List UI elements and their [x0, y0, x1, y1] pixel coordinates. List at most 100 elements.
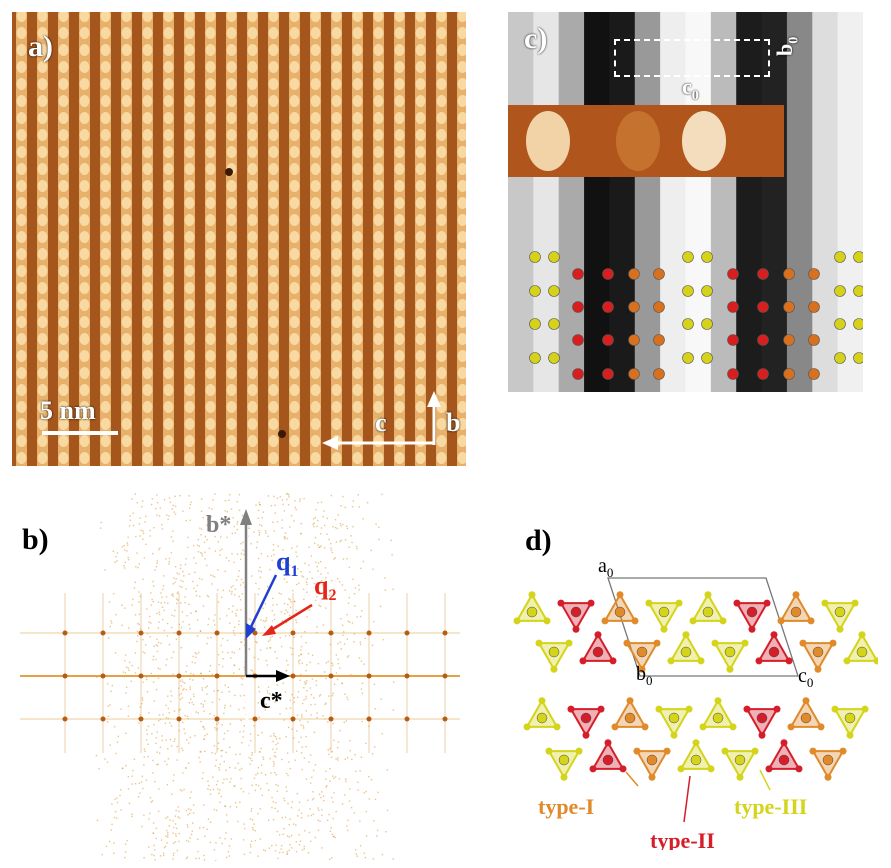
stm-spot: [37, 129, 48, 141]
fft-noise: [273, 732, 275, 735]
fft-noise: [173, 740, 175, 743]
fft-noise: [171, 657, 173, 659]
fft-noise: [213, 745, 216, 747]
fft-noise: [335, 541, 338, 543]
type-III-polyhedron-atom: [843, 657, 851, 665]
fft-noise: [217, 601, 220, 603]
fft-noise: [259, 566, 261, 569]
fft-noise: [137, 667, 140, 669]
stm-spot: [37, 435, 48, 447]
fft-noise: [195, 656, 197, 658]
fft-noise: [341, 584, 344, 586]
stm-spot: [268, 197, 279, 209]
stm-spot: [373, 316, 384, 328]
type-III-polyhedron-atom: [543, 617, 551, 625]
fft-noise: [327, 749, 329, 751]
fft-noise: [283, 578, 286, 580]
fft-noise: [300, 653, 302, 656]
stm-spot: [373, 384, 384, 396]
stm-spot: [184, 333, 195, 345]
fft-noise: [370, 778, 373, 781]
fft-noise: [158, 714, 161, 716]
fft-noise: [165, 704, 167, 707]
fft-noise: [305, 679, 308, 682]
fft-noise: [333, 558, 335, 560]
fft-noise: [124, 660, 126, 662]
fft-noise: [167, 695, 169, 697]
stm-spot: [436, 27, 447, 39]
fft-noise: [173, 826, 175, 829]
fft-noise: [169, 722, 171, 724]
fft-noise: [295, 551, 297, 553]
stm-spot: [289, 78, 300, 90]
stm-spot: [79, 282, 90, 294]
stm-spot: [37, 112, 48, 124]
fft-noise: [240, 641, 243, 643]
fft-noise: [172, 779, 175, 782]
stm-spot: [16, 418, 27, 430]
stm-spot: [373, 61, 384, 73]
stm-spot: [184, 197, 195, 209]
type-iii-pointer: [759, 769, 771, 791]
q1-arrow: [246, 574, 278, 634]
fft-noise: [186, 715, 189, 718]
stm-spot: [163, 367, 174, 379]
fft-noise: [356, 616, 358, 618]
stm-spot: [121, 265, 132, 277]
fft-noise: [316, 596, 318, 598]
fft-noise: [146, 608, 148, 610]
stm-spot: [205, 163, 216, 175]
stm-spot: [310, 299, 321, 311]
stm-spot: [79, 180, 90, 192]
stm-spot: [184, 282, 195, 294]
stm-spot: [247, 112, 258, 124]
fft-noise: [276, 830, 278, 833]
fft-noise: [291, 801, 293, 803]
fft-noise: [163, 846, 166, 849]
stm-spot: [142, 12, 153, 22]
fft-noise: [318, 809, 320, 811]
stm-spot: [163, 27, 174, 39]
fft-noise: [188, 507, 191, 509]
stm-spot: [79, 384, 90, 396]
fft-noise: [360, 688, 363, 690]
stm-spot: [373, 248, 384, 260]
fft-noise: [262, 511, 265, 513]
fft-noise: [357, 789, 359, 791]
fft-noise: [306, 591, 308, 594]
fft-noise: [190, 672, 192, 675]
fft-noise: [198, 857, 201, 859]
fft-noise: [159, 547, 161, 550]
fft-noise: [351, 505, 354, 508]
fft-noise: [231, 651, 233, 653]
stm-spot: [373, 129, 384, 141]
stm-defect: [278, 430, 286, 438]
fft-noise: [303, 848, 305, 850]
fft-noise: [191, 701, 193, 704]
stm-spot: [394, 231, 405, 243]
stm-spot: [373, 452, 384, 464]
fft-noise: [273, 755, 276, 757]
fft-noise: [297, 567, 299, 570]
fft-noise: [317, 519, 319, 522]
stm-spot: [142, 367, 153, 379]
fft-noise: [166, 514, 168, 516]
fft-noise: [286, 790, 288, 793]
stm-spot: [310, 282, 321, 294]
fft-noise: [140, 529, 142, 531]
fft-noise: [230, 838, 233, 840]
type-III-polyhedron-atom: [697, 657, 705, 665]
stm-spot: [58, 27, 69, 39]
fft-noise: [116, 741, 119, 743]
type-iii-label: type-III: [734, 794, 808, 819]
fft-noise: [220, 755, 223, 757]
fft-noise: [206, 685, 209, 687]
fft-noise: [238, 708, 240, 711]
fft-noise: [293, 636, 295, 639]
stm-spot: [415, 248, 426, 260]
fft-noise: [288, 761, 290, 763]
stm-spot: [310, 12, 321, 22]
stm-spot: [37, 27, 48, 39]
fft-noise: [164, 845, 167, 848]
fft-noise: [304, 683, 306, 685]
